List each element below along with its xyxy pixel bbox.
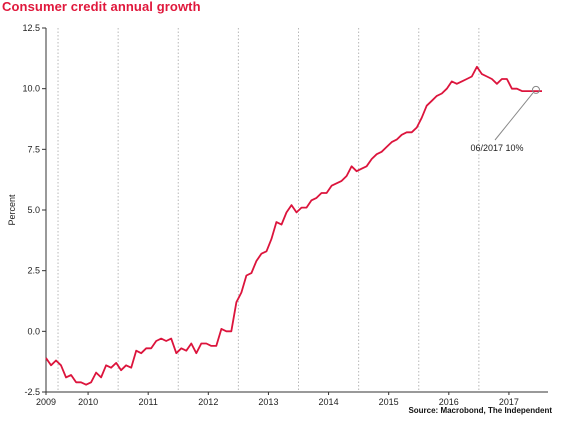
x-tick-label: 2010: [78, 397, 98, 407]
y-tick-label: -2.5: [24, 387, 40, 397]
series-line: [45, 65, 542, 386]
y-tick-label: 10.0: [22, 84, 40, 94]
source-note: Source: Macrobond, The Independent: [408, 406, 552, 415]
x-axis: 2009 2010 2011 2012 2013 2014 2015 2016 2017: [36, 392, 519, 407]
chart-title: Consumer credit annual growth: [2, 0, 201, 14]
annotation-group: 06/2017 10%: [470, 85, 540, 153]
y-tick-label: 7.5: [27, 144, 40, 154]
y-axis-label: Percent: [7, 194, 17, 226]
x-tick-label: 2012: [198, 397, 218, 407]
x-tick-label: 2015: [379, 397, 399, 407]
x-tick-label: 2011: [139, 397, 158, 407]
y-tick-label: 12.5: [22, 23, 40, 33]
x-tick-label: 2009: [36, 397, 56, 407]
grid: [57, 28, 480, 392]
x-tick-label: 2017: [499, 397, 519, 407]
y-tick-label: 2.5: [27, 266, 40, 276]
x-tick-label: 2013: [258, 397, 278, 407]
annotation-leader: [494, 92, 534, 141]
axes: [45, 28, 548, 393]
x-tick-label: 2014: [319, 397, 339, 407]
y-tick-label: 0.0: [27, 326, 40, 336]
annotation-label: 06/2017 10%: [470, 143, 523, 153]
x-tick-label: 2016: [439, 397, 459, 407]
series-group: [45, 65, 542, 386]
annotation-marker: [531, 85, 540, 94]
y-tick-label: 5.0: [27, 205, 40, 215]
y-axis: 12.5 10.0 7.5 5.0 2.5 0.0 -2.5: [22, 23, 46, 397]
